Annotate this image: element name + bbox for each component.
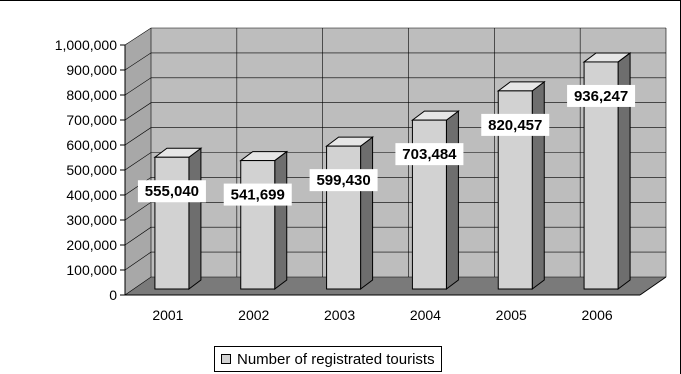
y-tick-label: 600,000 <box>66 137 117 153</box>
y-tick-label: 900,000 <box>66 62 117 78</box>
data-label: 936,247 <box>574 88 628 105</box>
data-label: 820,457 <box>488 117 542 134</box>
bar <box>240 160 276 290</box>
bar-side <box>274 150 288 290</box>
bar <box>326 145 362 290</box>
y-tick-label: 200,000 <box>66 237 117 253</box>
x-tick-label: 2005 <box>496 307 527 323</box>
data-label-box <box>481 113 550 136</box>
data-label: 703,484 <box>402 146 457 163</box>
data-label: 599,430 <box>316 172 370 189</box>
x-tick-label: 2001 <box>152 307 183 323</box>
legend-swatch <box>221 354 231 364</box>
bar-side <box>531 80 545 290</box>
data-label-box <box>395 143 464 166</box>
data-label: 555,040 <box>145 183 199 200</box>
y-tick-label: 400,000 <box>66 187 117 203</box>
x-tick-label: 2004 <box>410 307 441 323</box>
legend: Number of registrated tourists <box>214 346 442 372</box>
y-tick-label: 500,000 <box>66 162 117 178</box>
floor-edge <box>639 276 667 296</box>
x-tick-label: 2002 <box>238 307 269 323</box>
bar-side <box>188 147 202 290</box>
y-tick-label: 700,000 <box>66 112 117 128</box>
bar-side <box>360 136 374 290</box>
x-tick-label: 2006 <box>582 307 613 323</box>
y-tick-label: 300,000 <box>66 212 117 228</box>
data-label-box <box>567 84 636 107</box>
data-label-box <box>309 169 378 192</box>
data-label-box <box>223 183 292 206</box>
bar-side <box>445 110 459 290</box>
y-tick-label: 0 <box>109 287 117 303</box>
x-tick-label: 2003 <box>324 307 355 323</box>
legend-label: Number of registrated tourists <box>237 350 435 368</box>
y-tick-label: 100,000 <box>66 262 117 278</box>
y-tick-label: 1,000,000 <box>55 37 117 53</box>
bar <box>154 156 190 290</box>
data-label-box <box>137 180 206 203</box>
data-label: 541,699 <box>231 187 285 204</box>
y-tick-label: 800,000 <box>66 87 117 103</box>
